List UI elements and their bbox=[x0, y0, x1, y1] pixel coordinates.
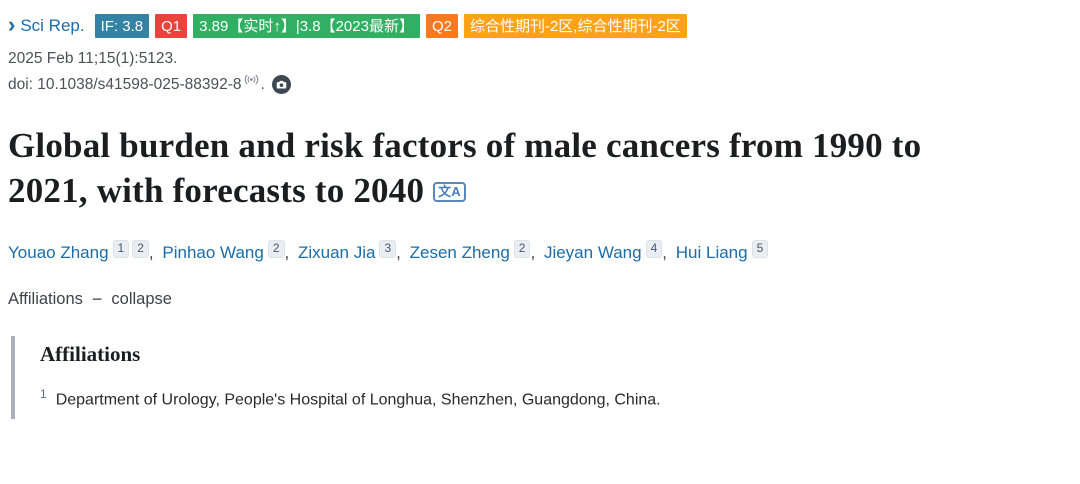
author-link[interactable]: Zixuan Jia bbox=[297, 242, 376, 262]
affiliation-item: 1 Department of Urology, People's Hospita… bbox=[40, 387, 1070, 409]
chevron-right-icon[interactable]: › bbox=[8, 12, 16, 37]
author-link[interactable]: Jieyan Wang bbox=[543, 242, 642, 262]
author-affiliation-number[interactable]: 2 bbox=[267, 239, 285, 259]
author-link[interactable]: Hui Liang bbox=[675, 242, 748, 262]
journal-link[interactable]: Sci Rep. bbox=[20, 16, 85, 35]
author: Jieyan Wang 4, bbox=[543, 239, 671, 262]
author-affiliation-number[interactable]: 2 bbox=[132, 239, 149, 259]
author: Pinhao Wang 2, bbox=[162, 239, 293, 262]
affiliations-collapse-toggle[interactable]: Affiliations − collapse bbox=[8, 289, 172, 310]
author-affiliation-number[interactable]: 1 bbox=[112, 239, 130, 259]
impact-factor-badge: IF: 3.8 bbox=[94, 14, 150, 38]
author: Hui Liang 5 bbox=[675, 239, 769, 262]
affiliations-toggle-label: Affiliations bbox=[8, 289, 83, 308]
doi-period: . bbox=[260, 75, 265, 93]
authors-list: Youao Zhang 1 2, Pinhao Wang 2, Zixuan Jia 3… bbox=[8, 239, 1070, 263]
quartile-q2-badge: Q2 bbox=[425, 14, 458, 38]
article-title-text: Global burden and risk factors of male c… bbox=[8, 126, 922, 210]
author: Youao Zhang 1 2, bbox=[8, 239, 158, 262]
affiliation-number: 1 bbox=[40, 386, 47, 401]
author: Zixuan Jia 3, bbox=[297, 239, 405, 262]
author-affiliation-number[interactable]: 2 bbox=[513, 239, 531, 259]
affiliations-heading: Affiliations bbox=[40, 341, 141, 366]
article-page: › Sci Rep. IF: 3.8 Q1 3.89【实时↑】|3.8【2023… bbox=[8, 14, 1070, 419]
article-title: Global burden and risk factors of male c… bbox=[8, 124, 1008, 214]
affiliations-section: Affiliations 1 Department of Urology, Peo… bbox=[11, 335, 1070, 419]
translate-icon[interactable]: 文A bbox=[433, 181, 466, 202]
journal-head: › Sci Rep. bbox=[8, 12, 85, 37]
realtime-if-badge: 3.89【实时↑】|3.8【2023最新】 bbox=[193, 14, 420, 38]
author-separator: , bbox=[284, 242, 290, 262]
camera-icon[interactable] bbox=[271, 75, 291, 94]
citation-date: 2025 Feb 11;15(1):5123. bbox=[8, 50, 178, 67]
author-affiliation-number[interactable]: 4 bbox=[645, 239, 663, 259]
author-separator: , bbox=[396, 242, 401, 262]
doi-text: doi: 10.1038/s41598-025-88392-8 bbox=[8, 75, 242, 93]
broadcast-icon[interactable] bbox=[243, 73, 260, 91]
quartile-q1-badge: Q1 bbox=[155, 14, 188, 38]
doi-line: doi: 10.1038/s41598-025-88392-8 . bbox=[8, 73, 1070, 94]
author: Zesen Zheng 2, bbox=[409, 239, 540, 262]
author-affiliation-number[interactable]: 3 bbox=[379, 239, 397, 259]
journal-row: › Sci Rep. IF: 3.8 Q1 3.89【实时↑】|3.8【2023… bbox=[8, 14, 1070, 38]
author-link[interactable]: Youao Zhang bbox=[8, 242, 109, 262]
author-affiliation-number[interactable]: 5 bbox=[751, 239, 769, 259]
author-separator: , bbox=[662, 242, 668, 262]
minus-icon: − bbox=[91, 288, 103, 309]
affiliations-toggle-action: collapse bbox=[111, 289, 172, 308]
affiliation-text: Department of Urology, People's Hospital… bbox=[55, 390, 661, 408]
cas-partition-badge: 综合性期刊-2区,综合性期刊-2区 bbox=[463, 14, 687, 38]
author-separator: , bbox=[148, 242, 154, 262]
author-separator: , bbox=[530, 242, 536, 262]
author-link[interactable]: Pinhao Wang bbox=[162, 242, 264, 262]
author-link[interactable]: Zesen Zheng bbox=[409, 242, 510, 262]
